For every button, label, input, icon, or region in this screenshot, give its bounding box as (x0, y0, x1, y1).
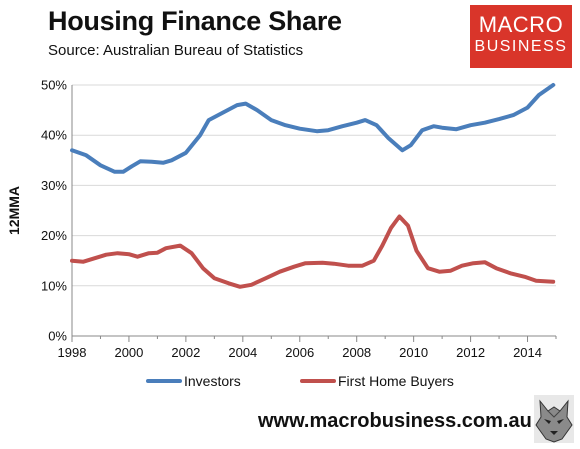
x-tick-label: 2010 (399, 345, 428, 360)
y-tick-label: 50% (41, 78, 67, 93)
legend: Investors First Home Buyers (146, 373, 454, 389)
macrobusiness-logo: MACRO BUSINESS (470, 5, 572, 68)
y-tick-label: 30% (41, 178, 67, 193)
y-axis-label: 12MMA (6, 186, 22, 235)
x-tick-label: 2000 (114, 345, 143, 360)
y-tick-label: 0% (48, 329, 67, 344)
series-line-first-home-buyers (70, 214, 556, 289)
x-tick-label: 2006 (285, 345, 314, 360)
legend-label: Investors (184, 373, 241, 389)
x-tick-label: 2014 (513, 345, 542, 360)
x-tick-label: 2008 (342, 345, 371, 360)
x-tick-label: 2012 (456, 345, 485, 360)
series-line-investors (70, 83, 556, 174)
x-tick-label: 1998 (58, 345, 87, 360)
chart-subtitle: Source: Australian Bureau of Statistics (48, 42, 304, 59)
legend-label: First Home Buyers (338, 373, 454, 389)
axes: 0% 10% 20% 30% 40% 50% 1998 2000 2002 2004 2006 200… (6, 78, 557, 360)
logo-line-2: BUSINESS (474, 38, 568, 55)
x-tick-label: 2002 (171, 345, 200, 360)
series-lines (70, 83, 556, 289)
footer-url[interactable]: www.macrobusiness.com.au (258, 410, 532, 432)
y-tick-label: 10% (41, 278, 67, 293)
y-tick-label: 20% (41, 228, 67, 243)
chart-title: Housing Finance Share (48, 6, 342, 36)
x-tick-label: 2004 (228, 345, 257, 360)
y-tick-label: 40% (41, 128, 67, 143)
logo-line-1: MACRO (478, 12, 564, 37)
wolf-icon (534, 395, 574, 443)
